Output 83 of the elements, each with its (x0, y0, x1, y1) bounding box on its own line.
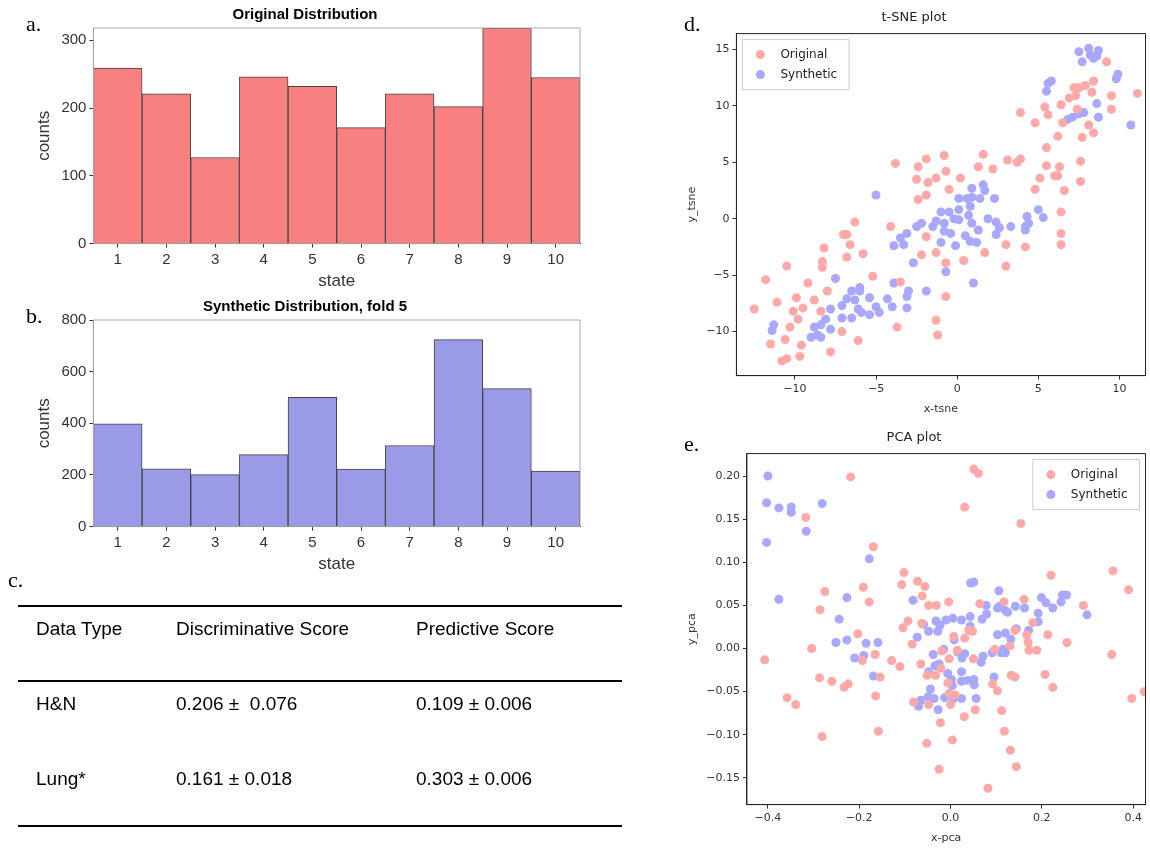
text: a. (26, 10, 42, 36)
x-tick-label: 5 (308, 532, 317, 550)
x-tick-label: 9 (502, 532, 512, 550)
y-axis-title: counts (33, 110, 53, 161)
y-tick-label: −0.10 (706, 727, 740, 741)
x-tick-label: −0.4 (754, 811, 782, 825)
text: Data Type (36, 618, 123, 640)
text: Discriminative Score (176, 618, 350, 640)
text: H&N (36, 693, 77, 715)
y-tick-label: −10 (706, 324, 730, 338)
y-axis-title: y_tsne (685, 186, 699, 223)
x-tick-label: 0.0 (941, 811, 960, 825)
legend-label: Original (780, 46, 828, 61)
x-tick-label: 4 (259, 249, 268, 267)
y-tick-label: 0.15 (715, 512, 740, 525)
x-tick-label: −0.2 (845, 811, 873, 825)
y-tick-label: 0 (78, 516, 87, 534)
x-tick-label: 1 (113, 249, 122, 267)
y-tick-label: −0.05 (706, 684, 740, 698)
text: e. (684, 430, 700, 456)
y-tick-label: 0.05 (715, 598, 740, 612)
chart-title: t-SNE plot (881, 9, 947, 25)
y-tick-label: −0.15 (706, 770, 740, 784)
y-tick-label: 0 (722, 211, 730, 225)
y-tick-label: 10 (715, 98, 730, 112)
legend-label: Synthetic (1070, 486, 1128, 501)
y-tick-label: 400 (61, 413, 87, 431)
text: 0.303 ± 0.006 (416, 768, 533, 790)
y-tick-label: 0 (78, 233, 87, 251)
y-tick-label: 5 (722, 155, 730, 169)
x-tick-label: 7 (405, 249, 414, 267)
x-tick-label: 2 (162, 532, 171, 550)
x-tick-label: 3 (210, 249, 220, 267)
x-tick-label: 8 (454, 532, 463, 550)
text: b. (26, 302, 43, 328)
x-tick-label: 6 (356, 249, 366, 267)
x-tick-label: −5 (867, 382, 885, 396)
x-tick-label: 0.2 (1033, 811, 1051, 825)
y-axis-title: y_pca (685, 613, 699, 645)
x-tick-label: 0 (953, 382, 961, 396)
y-tick-label: 0.20 (715, 468, 740, 482)
x-tick-label: 3 (210, 532, 220, 550)
y-tick-label: 600 (61, 361, 87, 379)
legend-label: Synthetic (780, 66, 838, 81)
x-tick-label: −10 (783, 382, 807, 396)
x-axis-title: x-tsne (923, 402, 959, 416)
text: 0.109 ± 0.006 (416, 693, 533, 715)
chart-title: PCA plot (886, 429, 942, 445)
x-tick-label: 10 (547, 249, 565, 267)
chart-title: Synthetic Distribution, fold 5 (202, 297, 408, 315)
y-tick-label: 200 (61, 98, 87, 116)
x-tick-label: 0.4 (1124, 811, 1142, 825)
text: d. (684, 10, 701, 36)
y-tick-label: 15 (715, 42, 730, 56)
y-tick-label: 200 (61, 465, 87, 483)
y-tick-label: −5 (713, 268, 730, 281)
y-tick-label: 100 (61, 165, 87, 183)
text: Predictive Score (416, 618, 555, 640)
x-axis-title: x-pca (931, 831, 962, 845)
x-tick-label: 9 (502, 249, 512, 267)
legend-label: Original (1070, 466, 1118, 481)
x-tick-label: 8 (454, 249, 463, 267)
y-tick-label: 0.00 (715, 641, 740, 655)
x-tick-label: 7 (405, 532, 414, 550)
text: 0.206 ± 0.076 (176, 693, 298, 715)
x-tick-label: 6 (356, 532, 366, 550)
x-tick-label: 5 (308, 249, 317, 267)
text: c. (8, 567, 24, 593)
text: 0.161 ± 0.018 (176, 768, 293, 790)
x-tick-label: 4 (259, 532, 268, 550)
x-tick-label: 5 (1034, 382, 1042, 396)
y-tick-label: 800 (61, 310, 87, 328)
x-tick-label: 10 (1112, 382, 1127, 396)
x-axis-title: state (318, 271, 356, 291)
chart-title: Original Distribution (232, 5, 378, 23)
x-axis-title: state (318, 554, 356, 574)
x-tick-label: 1 (113, 532, 122, 550)
x-tick-label: 2 (162, 249, 171, 267)
y-tick-label: 300 (61, 30, 87, 48)
text: Lung* (36, 768, 86, 790)
y-axis-title: counts (33, 398, 53, 449)
y-tick-label: 0.10 (715, 555, 740, 569)
x-tick-label: 10 (547, 532, 565, 550)
